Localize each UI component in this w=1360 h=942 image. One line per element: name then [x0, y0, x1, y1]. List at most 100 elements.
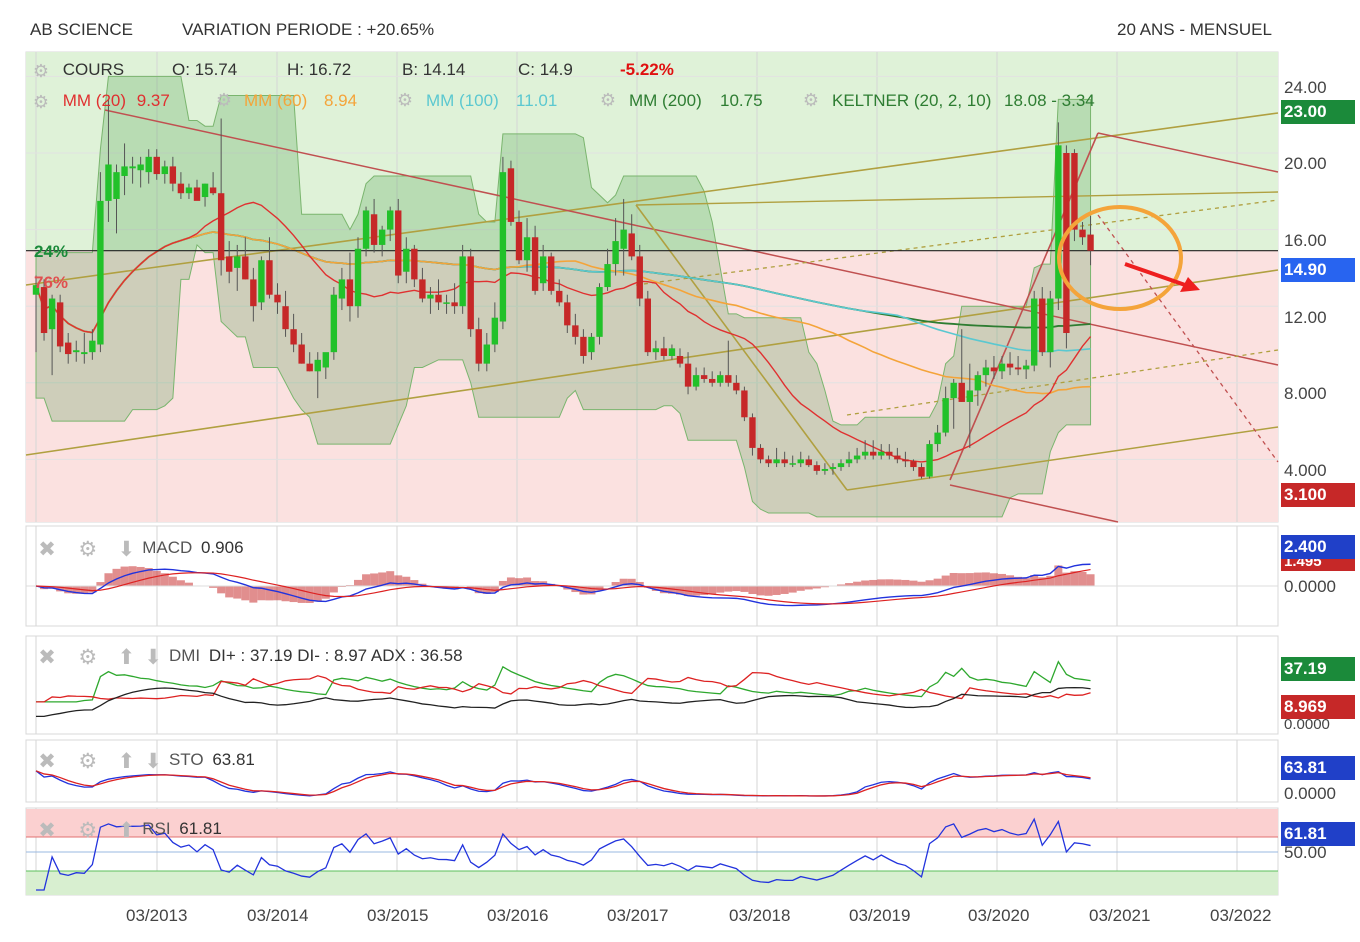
candle-body	[258, 260, 265, 303]
close-icon[interactable]: ✖	[38, 538, 56, 561]
instrument-name: AB SCIENCE	[30, 20, 133, 39]
candle-body	[1063, 153, 1070, 334]
arrow-up-icon[interactable]: ⬆	[117, 750, 136, 773]
gear-icon[interactable]: ⚙	[78, 819, 98, 842]
gear-icon[interactable]: ⚙	[32, 92, 50, 112]
macd-histogram-bar	[909, 580, 918, 586]
trend-line	[949, 484, 1119, 523]
adx-line	[36, 686, 1091, 718]
arrow-down-icon[interactable]: ⬇	[144, 646, 162, 669]
gear-icon[interactable]: ⚙	[599, 90, 617, 110]
date-label: 03/2020	[968, 906, 1030, 925]
percent-below: 76%	[34, 273, 69, 292]
candle-body	[105, 164, 112, 201]
macd-value: 0.906	[201, 538, 244, 557]
price-tick: 12.00	[1284, 308, 1327, 327]
candle-body	[612, 241, 619, 265]
close-icon[interactable]: ✖	[38, 750, 56, 773]
dmi-badge-minus: 8.969	[1281, 695, 1355, 719]
candle-body	[894, 455, 901, 460]
macd-histogram-bar	[378, 572, 387, 586]
candle-body	[48, 298, 56, 330]
macd-histogram-bar	[1086, 574, 1095, 586]
arrow-up-icon[interactable]: ⬆	[117, 819, 136, 842]
candle-body	[886, 451, 893, 456]
macd-histogram-bar	[176, 580, 185, 586]
candle-body	[870, 451, 877, 456]
gear-icon[interactable]: ⚙	[78, 646, 98, 669]
candle-body	[660, 348, 668, 356]
candle-body	[757, 447, 764, 460]
macd-histogram-bar	[796, 586, 805, 591]
price-tick: 24.00	[1284, 78, 1327, 97]
candle-body	[845, 459, 853, 464]
sto-d-line	[35, 770, 1091, 797]
macd-histogram-bar	[651, 586, 660, 591]
candle-body	[274, 294, 281, 303]
candle-body	[918, 467, 925, 477]
candle-body	[741, 390, 748, 418]
gear-icon[interactable]: ⚙	[396, 90, 414, 110]
candle-body	[306, 363, 313, 372]
candle-body	[620, 229, 627, 249]
macd-histogram-bar	[611, 581, 620, 586]
candle-body	[185, 187, 193, 194]
candle-body	[354, 248, 362, 307]
candle-body	[950, 382, 957, 399]
macd-histogram-bar	[957, 573, 966, 586]
macd-histogram-bar	[1014, 576, 1023, 586]
arrow-down-icon[interactable]: ⬇	[144, 750, 162, 773]
candle-body	[974, 375, 982, 391]
macd-histogram-bar	[184, 582, 193, 586]
candle-body	[419, 279, 426, 299]
candle-body	[73, 350, 80, 353]
timeframe-label[interactable]: 20 ANS - MENSUEL	[1117, 20, 1272, 39]
candle-body	[926, 444, 933, 477]
candle-body	[1087, 234, 1094, 251]
macd-histogram-bar	[402, 576, 411, 586]
candle-body	[443, 302, 450, 304]
sto-badge: 63.81	[1281, 756, 1355, 780]
macd-histogram-bar	[635, 581, 644, 586]
candle-body	[837, 463, 845, 468]
mm60-label: MM (60)	[244, 91, 308, 110]
close-icon[interactable]: ✖	[38, 646, 56, 669]
candle-body	[813, 465, 821, 471]
macd-badge: 2.400	[1281, 535, 1355, 559]
annotation-arrowhead	[1180, 277, 1200, 292]
macd-histogram-bar	[1078, 571, 1087, 586]
gear-icon[interactable]: ⚙	[78, 750, 98, 773]
macd-histogram-bar	[587, 586, 596, 595]
gear-icon[interactable]: ⚙	[802, 90, 820, 110]
macd-histogram-bar	[812, 586, 821, 589]
mm100-value: 11.01	[516, 91, 558, 110]
candle-body	[709, 378, 716, 383]
rsi-label: RSI	[142, 819, 171, 838]
dmi-plus-line	[36, 660, 1091, 703]
candle-body	[314, 359, 321, 372]
gear-icon[interactable]: ⚙	[78, 538, 98, 561]
candle-body	[97, 200, 104, 345]
candle-body	[1022, 365, 1030, 370]
close-icon[interactable]: ✖	[38, 819, 56, 842]
gear-icon[interactable]: ⚙	[215, 90, 233, 110]
arrow-up-icon[interactable]: ⬆	[117, 646, 136, 669]
candle-body	[588, 336, 595, 353]
candle-body	[451, 302, 458, 307]
candle-body	[395, 210, 402, 276]
arrow-down-icon[interactable]: ⬇	[117, 538, 136, 561]
period-variation: VARIATION PERIODE : +20.65%	[182, 20, 435, 39]
macd-histogram-bar	[627, 578, 636, 586]
macd-histogram-bar	[772, 586, 781, 595]
dmi-label: DMI	[168, 646, 201, 665]
gear-icon[interactable]: ⚙	[32, 61, 50, 81]
macd-histogram-bar	[853, 581, 862, 586]
date-label: 03/2021	[1089, 906, 1151, 925]
macd-histogram-bar	[329, 586, 338, 593]
macd-histogram-bar	[837, 584, 845, 586]
candle-body	[1071, 153, 1078, 230]
sto-header: ✖ ⚙ ⬆ ⬇ STO 63.81	[36, 750, 255, 773]
candle-body	[539, 256, 547, 284]
candle-body	[483, 344, 490, 364]
